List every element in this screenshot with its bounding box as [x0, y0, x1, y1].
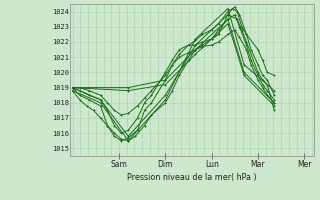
- X-axis label: Pression niveau de la mer( hPa ): Pression niveau de la mer( hPa ): [127, 173, 257, 182]
